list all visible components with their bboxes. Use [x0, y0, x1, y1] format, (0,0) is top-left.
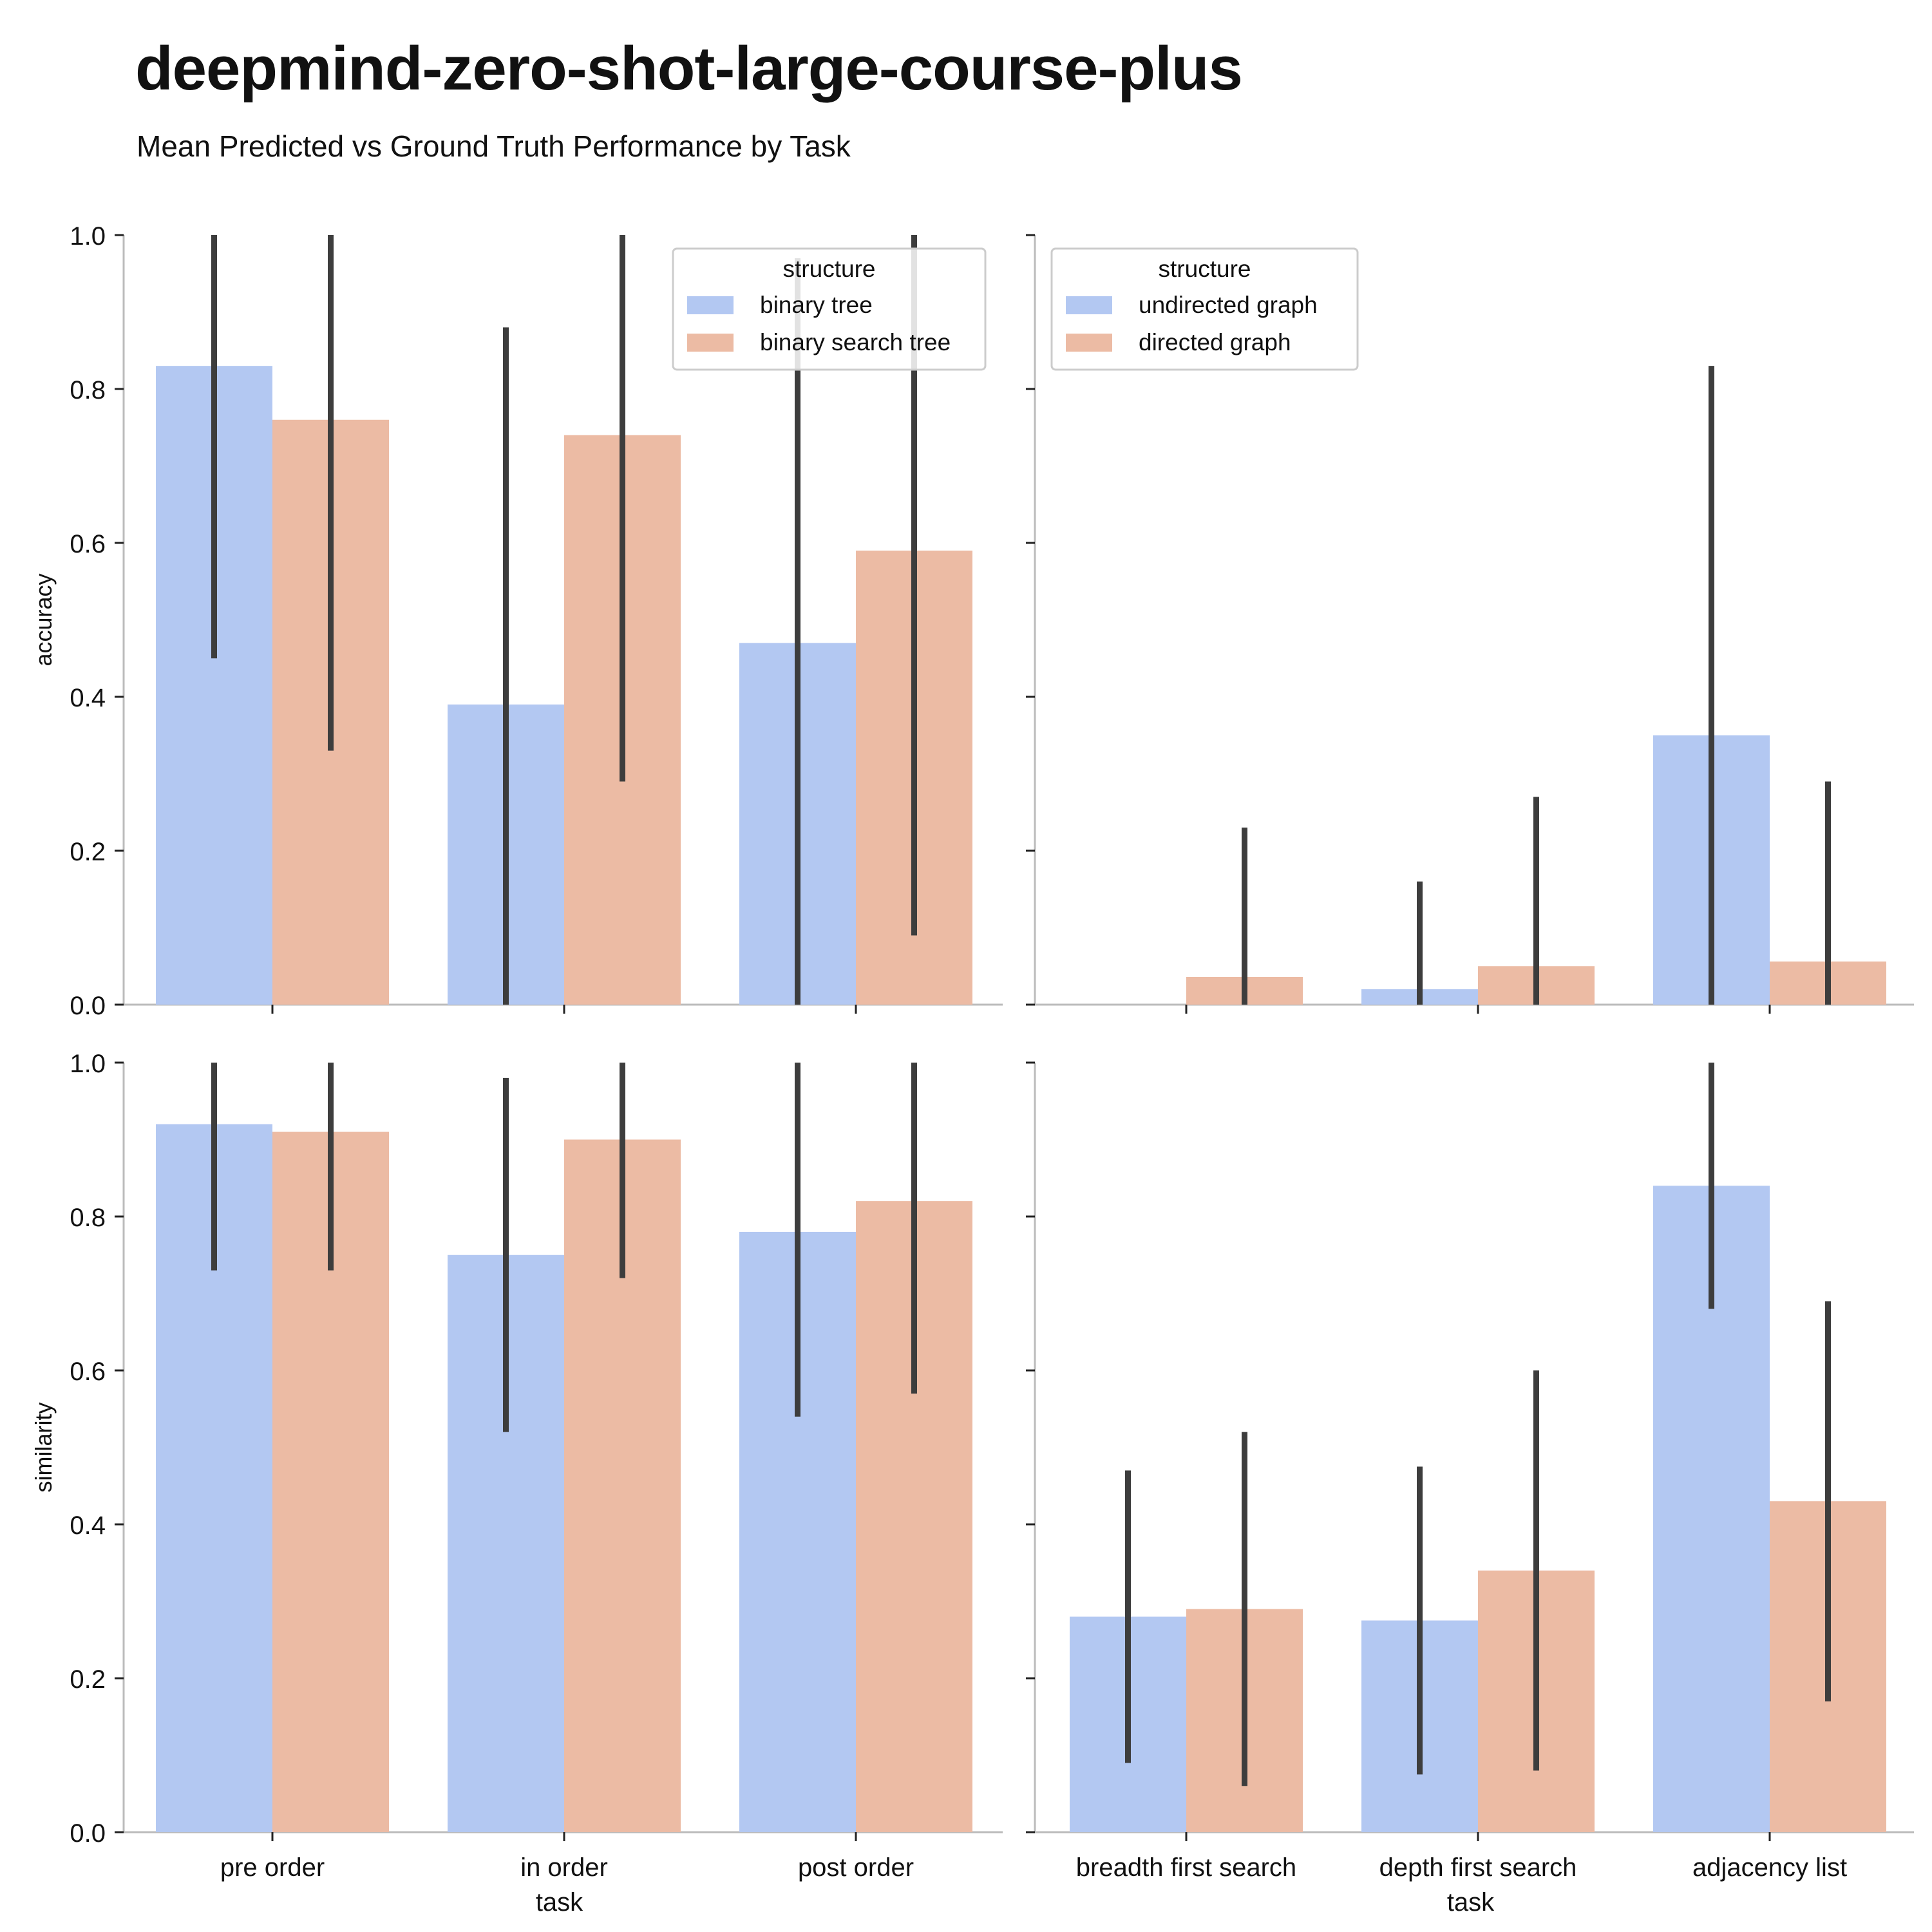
x-tick-label: depth first search — [1379, 1853, 1577, 1882]
legend-box — [1050, 247, 1359, 371]
x-tick-label: in order — [520, 1853, 608, 1882]
y-axis-label: similarity — [30, 1403, 57, 1493]
x-tick-label: breadth first search — [1076, 1853, 1296, 1882]
legend-title: structure — [783, 256, 876, 282]
legend-swatch — [687, 296, 734, 314]
y-tick-label: 0.8 — [70, 376, 106, 404]
chart-title: deepmind-zero-shot-large-course-plus — [135, 34, 1243, 103]
x-axis-label: task — [536, 1888, 583, 1917]
legend-entry: directed graph — [1139, 329, 1291, 355]
legend-swatch — [687, 334, 734, 352]
y-tick-label: 0.0 — [70, 1819, 106, 1848]
y-axis-label: accuracy — [30, 573, 57, 666]
chart-subtitle: Mean Predicted vs Ground Truth Performan… — [137, 129, 851, 163]
y-tick-label: 0.6 — [70, 530, 106, 558]
x-tick-label: adjacency list — [1692, 1853, 1847, 1882]
x-tick-label: pre order — [220, 1853, 325, 1882]
legend-swatch — [1066, 334, 1112, 352]
legend-entry: binary search tree — [760, 329, 951, 355]
legend-title: structure — [1159, 256, 1251, 282]
y-tick-label: 1.0 — [70, 222, 106, 251]
y-tick-label: 0.2 — [70, 838, 106, 866]
y-tick-label: 0.4 — [70, 1511, 106, 1540]
y-tick-label: 0.8 — [70, 1204, 106, 1232]
legend-entry: binary tree — [760, 292, 873, 318]
x-axis-label: task — [1447, 1888, 1495, 1917]
y-tick-label: 0.4 — [70, 684, 106, 712]
legend-entry: undirected graph — [1139, 292, 1318, 318]
y-tick-label: 0.2 — [70, 1665, 106, 1694]
y-tick-label: 0.0 — [70, 992, 106, 1020]
legend-box — [672, 247, 987, 371]
y-tick-label: 1.0 — [70, 1050, 106, 1078]
x-tick-label: post order — [798, 1853, 914, 1882]
legend-swatch — [1066, 296, 1112, 314]
y-tick-label: 0.6 — [70, 1358, 106, 1386]
